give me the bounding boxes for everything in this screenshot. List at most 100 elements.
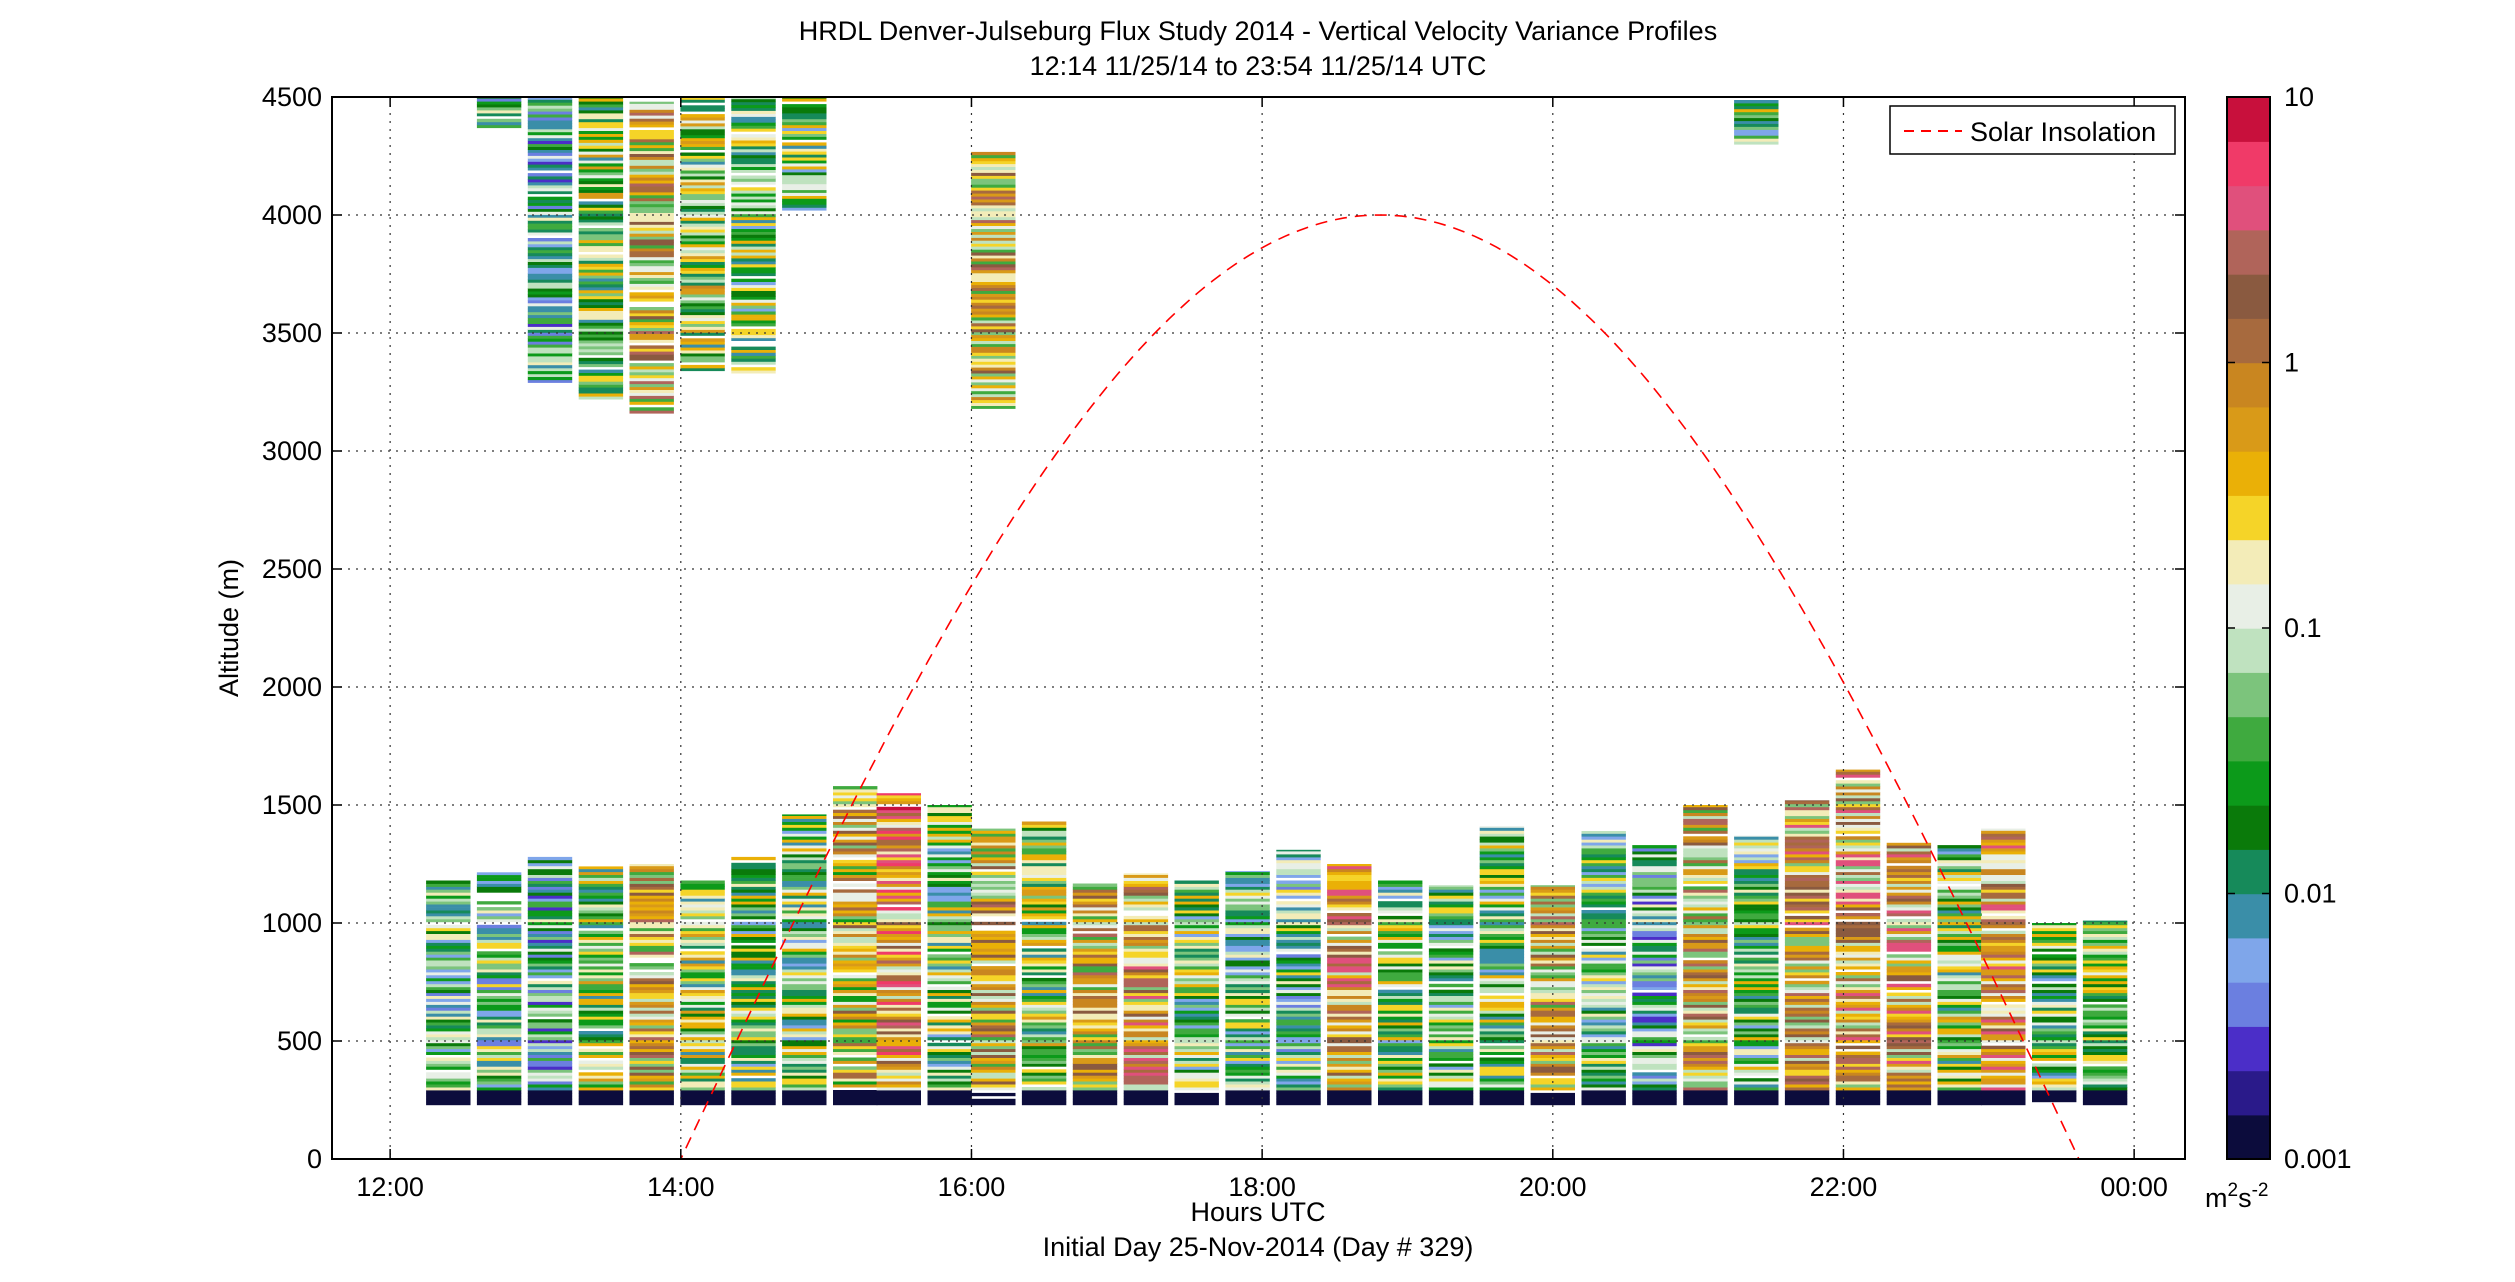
heatmap-cell: [1886, 1013, 1932, 1017]
heatmap-cell: [1072, 1098, 1118, 1103]
heatmap-cell: [927, 1101, 972, 1106]
heatmap-cell: [782, 151, 827, 155]
heatmap-cell: [971, 219, 1016, 224]
heatmap-cell: [527, 146, 573, 150]
heatmap-cell: [476, 910, 522, 914]
heatmap-cell: [1683, 818, 1728, 822]
heatmap-cell: [971, 1016, 1016, 1020]
heatmap-cell: [731, 199, 776, 203]
heatmap-cell: [1835, 983, 1881, 988]
heatmap-cell: [578, 275, 624, 279]
heatmap-cell: [927, 812, 972, 817]
heatmap-cell: [1123, 948, 1169, 952]
heatmap-cell: [971, 998, 1016, 1002]
heatmap-cell: [527, 954, 573, 958]
heatmap-cell: [1632, 1028, 1677, 1032]
heatmap-cell: [1225, 883, 1270, 887]
heatmap-cell: [1937, 1007, 1982, 1011]
heatmap-cell: [680, 1033, 725, 1038]
heatmap-cell: [629, 1075, 674, 1079]
heatmap-cell: [971, 877, 1016, 881]
heatmap-cell: [426, 1028, 471, 1032]
heatmap-cell: [833, 989, 878, 994]
heatmap-cell: [971, 317, 1016, 321]
heatmap-cell: [1174, 1084, 1219, 1088]
heatmap-cell: [1530, 1019, 1575, 1023]
heatmap-cell: [731, 264, 776, 268]
heatmap-cell: [1072, 1033, 1118, 1038]
heatmap-cell: [1937, 1010, 1982, 1014]
heatmap-cell: [680, 167, 725, 171]
heatmap-cell: [1479, 842, 1525, 846]
heatmap-cell: [1378, 1048, 1423, 1052]
heatmap-cell: [578, 1036, 624, 1041]
heatmap-cell: [971, 1092, 1016, 1097]
heatmap-cell: [927, 913, 972, 917]
heatmap-cell: [1378, 927, 1423, 932]
heatmap-cell: [1174, 1072, 1219, 1076]
heatmap-cell: [629, 1095, 674, 1100]
heatmap-cell: [1734, 1072, 1779, 1076]
heatmap-cell: [927, 1048, 972, 1052]
heatmap-cell: [1981, 868, 2026, 873]
heatmap-cell: [782, 183, 827, 187]
heatmap-cell: [680, 957, 725, 961]
heatmap-cell: [680, 1098, 725, 1103]
heatmap-cell: [1784, 865, 1830, 870]
heatmap-cell: [1378, 907, 1423, 911]
heatmap-cell: [2032, 1045, 2077, 1050]
heatmap-cell: [1835, 889, 1881, 893]
heatmap-cell: [1327, 1033, 1372, 1038]
heatmap-cell: [578, 989, 624, 994]
heatmap-cell: [1225, 1013, 1270, 1017]
heatmap-cell: [1937, 1025, 1982, 1029]
heatmap-cell: [1021, 830, 1067, 834]
heatmap-cell: [578, 269, 624, 273]
heatmap-cell: [1021, 1016, 1067, 1020]
heatmap-cell: [1021, 886, 1067, 890]
heatmap-cell: [1225, 1010, 1270, 1014]
heatmap-cell: [1981, 930, 2026, 934]
heatmap-cell: [1174, 963, 1219, 967]
heatmap-cell: [578, 148, 624, 152]
heatmap-cell: [1581, 1036, 1626, 1041]
heatmap-cell: [1072, 995, 1118, 999]
heatmap-cell: [629, 948, 674, 952]
heatmap-cell: [1981, 963, 2026, 967]
heatmap-cell: [1937, 845, 1982, 849]
heatmap-cell: [426, 960, 471, 964]
heatmap-cell: [927, 942, 972, 946]
heatmap-cell: [1835, 1090, 1881, 1094]
heatmap-cell: [476, 889, 522, 893]
heatmap-cell: [1981, 1060, 2026, 1064]
heatmap-cell: [629, 103, 674, 107]
heatmap-cell: [629, 874, 674, 878]
heatmap-cell: [629, 1028, 674, 1032]
heatmap-column: [1734, 100, 1779, 1106]
heatmap-cell: [1937, 977, 1982, 982]
heatmap-cell: [1072, 960, 1118, 964]
heatmap-cell: [1276, 930, 1321, 934]
heatmap-cell: [1072, 977, 1118, 982]
heatmap-cell: [2032, 924, 2077, 929]
heatmap-cell: [426, 980, 471, 985]
heatmap-cell: [1835, 1051, 1881, 1055]
heatmap-cell: [1981, 915, 2026, 920]
heatmap-cell: [1683, 924, 1728, 929]
heatmap-cell: [1937, 1066, 1982, 1070]
heatmap-cell: [1581, 904, 1626, 908]
heatmap-cell: [876, 910, 921, 914]
heatmap-cell: [971, 828, 1016, 831]
heatmap-cell: [426, 1060, 471, 1064]
heatmap-cell: [1683, 901, 1728, 905]
heatmap-cell: [782, 1066, 827, 1070]
heatmap-cell: [971, 910, 1016, 914]
heatmap-cell: [1632, 974, 1677, 979]
heatmap-cell: [629, 980, 674, 985]
heatmap-cell: [2082, 972, 2128, 976]
heatmap-cell: [1479, 983, 1525, 988]
heatmap-cell: [731, 907, 776, 911]
heatmap-cell: [971, 367, 1016, 371]
heatmap-cell: [527, 1025, 573, 1029]
heatmap-cell: [1276, 998, 1321, 1002]
